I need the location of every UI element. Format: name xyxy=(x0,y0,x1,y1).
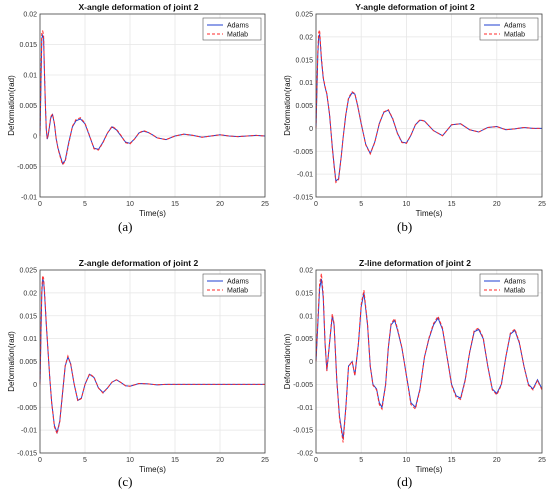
x-tick-label: 20 xyxy=(493,457,501,464)
series-line-matlab xyxy=(315,273,543,443)
x-tick-label: 25 xyxy=(538,201,546,208)
chart-title: Z-angle deformation of joint 2 xyxy=(79,258,199,268)
legend: Adams Matlab xyxy=(202,273,262,297)
y-tick-label: 0.01 xyxy=(23,73,37,80)
y-tick-label: 0.005 xyxy=(295,103,313,110)
y-tick-label: 0.005 xyxy=(19,103,37,110)
y-tick-label: 0.02 xyxy=(299,34,313,41)
series-line-matlab xyxy=(315,29,542,184)
y-axis-label: Deformation(rad) xyxy=(283,75,292,136)
y-tick-label: 0.015 xyxy=(19,313,37,320)
axes-frame xyxy=(39,13,266,198)
legend-label: Adams xyxy=(227,279,249,286)
chart-title: X-angle deformation of joint 2 xyxy=(79,2,199,12)
axes-frame xyxy=(39,269,266,454)
y-tick-label: 0.01 xyxy=(299,313,313,320)
x-tick-label: 5 xyxy=(83,457,87,464)
x-tick-label: 10 xyxy=(126,457,134,464)
x-axis-label: Time(s) xyxy=(139,465,166,474)
x-axis-label: Time(s) xyxy=(139,209,166,218)
axes-frame xyxy=(315,269,543,454)
y-tick-label: -0.01 xyxy=(297,405,313,412)
y-tick-label: -0.005 xyxy=(17,164,37,171)
x-tick-label: 20 xyxy=(216,201,224,208)
y-tick-label: -0.015 xyxy=(293,195,313,202)
y-axis-label: Deformation(m) xyxy=(283,333,292,389)
chart-title: Z-line deformation of joint 2 xyxy=(359,258,471,268)
y-tick-label: -0.02 xyxy=(297,451,313,458)
caption-b: (b) xyxy=(397,219,413,234)
y-tick-label: -0.015 xyxy=(293,428,313,435)
y-tick-label: 0.02 xyxy=(23,12,37,19)
chart-3: 0 5 10 15 20 25 -0.015 -0.01 -0.005 0 0.005 0.01 0.0… xyxy=(7,258,269,474)
x-tick-label: 5 xyxy=(359,201,363,208)
x-tick-label: 0 xyxy=(314,457,318,464)
x-tick-label: 15 xyxy=(171,457,179,464)
axes-frame xyxy=(315,13,543,198)
y-tick-label: 0.025 xyxy=(19,268,37,275)
x-tick-label: 20 xyxy=(493,201,501,208)
x-tick-label: 15 xyxy=(448,201,456,208)
legend-label: Adams xyxy=(504,23,526,30)
x-tick-label: 0 xyxy=(314,201,318,208)
legend: Adams Matlab xyxy=(202,17,262,41)
x-axis-label: Time(s) xyxy=(416,465,443,474)
x-tick-label: 20 xyxy=(216,457,224,464)
y-tick-label: 0 xyxy=(33,382,37,389)
y-tick-label: -0.01 xyxy=(21,428,37,435)
chart-title: Y-angle deformation of joint 2 xyxy=(355,2,475,12)
series-line-matlab xyxy=(39,275,265,436)
y-tick-label: -0.005 xyxy=(293,149,313,156)
legend: Adams Matlab xyxy=(479,17,539,41)
x-tick-label: 10 xyxy=(126,201,134,208)
y-tick-label: 0.015 xyxy=(295,57,313,64)
y-tick-label: 0.015 xyxy=(19,42,37,49)
y-tick-label: 0 xyxy=(309,126,313,133)
x-axis-label: Time(s) xyxy=(416,209,443,218)
caption-a: (a) xyxy=(118,219,133,234)
x-tick-label: 10 xyxy=(403,201,411,208)
legend-label: Adams xyxy=(227,23,249,30)
y-tick-label: 0.01 xyxy=(299,80,313,87)
y-tick-label: 0.005 xyxy=(19,359,37,366)
x-tick-label: 10 xyxy=(403,457,411,464)
chart-2: 0 5 10 15 20 25 -0.015 -0.01 -0.005 0 0.005 0.01 0.0… xyxy=(283,2,546,218)
y-tick-label: -0.01 xyxy=(297,172,313,179)
legend-label: Adams xyxy=(504,279,526,286)
legend-label: Matlab xyxy=(504,288,525,295)
y-tick-label: 0.02 xyxy=(23,290,37,297)
y-tick-label: 0 xyxy=(33,134,37,141)
legend-label: Matlab xyxy=(227,32,248,39)
x-tick-label: 15 xyxy=(448,457,456,464)
caption-c: (c) xyxy=(118,474,133,489)
caption-d: (d) xyxy=(397,474,413,489)
y-axis-label: Deformation(rad) xyxy=(7,75,16,136)
chart-4: 0 5 10 15 20 25 -0.02 -0.015 -0.01 -0.005 0 0.005 0.… xyxy=(283,258,546,474)
y-tick-label: -0.015 xyxy=(17,451,37,458)
legend-label: Matlab xyxy=(504,32,525,39)
y-tick-label: 0.015 xyxy=(295,290,313,297)
y-tick-label: 0.005 xyxy=(295,336,313,343)
y-tick-label: -0.005 xyxy=(17,405,37,412)
x-tick-label: 5 xyxy=(83,201,87,208)
x-tick-label: 0 xyxy=(38,201,42,208)
x-tick-label: 25 xyxy=(261,457,269,464)
y-tick-label: -0.01 xyxy=(21,195,37,202)
chart-1: 0 5 10 15 20 25 -0.01 -0.005 0 0.005 0.01 0.015 0.02… xyxy=(7,2,269,218)
y-tick-label: 0.02 xyxy=(299,268,313,275)
x-tick-label: 0 xyxy=(38,457,42,464)
legend-label: Matlab xyxy=(227,288,248,295)
series-line-matlab xyxy=(39,29,266,166)
y-tick-label: -0.005 xyxy=(293,382,313,389)
y-tick-label: 0.025 xyxy=(295,12,313,19)
y-axis-label: Deformation(rad) xyxy=(7,331,16,392)
y-tick-label: 0 xyxy=(309,359,313,366)
y-tick-label: 0.01 xyxy=(23,336,37,343)
legend: Adams Matlab xyxy=(479,273,539,297)
x-tick-label: 25 xyxy=(538,457,546,464)
x-tick-label: 15 xyxy=(171,201,179,208)
x-tick-label: 25 xyxy=(261,201,269,208)
x-tick-label: 5 xyxy=(359,457,363,464)
